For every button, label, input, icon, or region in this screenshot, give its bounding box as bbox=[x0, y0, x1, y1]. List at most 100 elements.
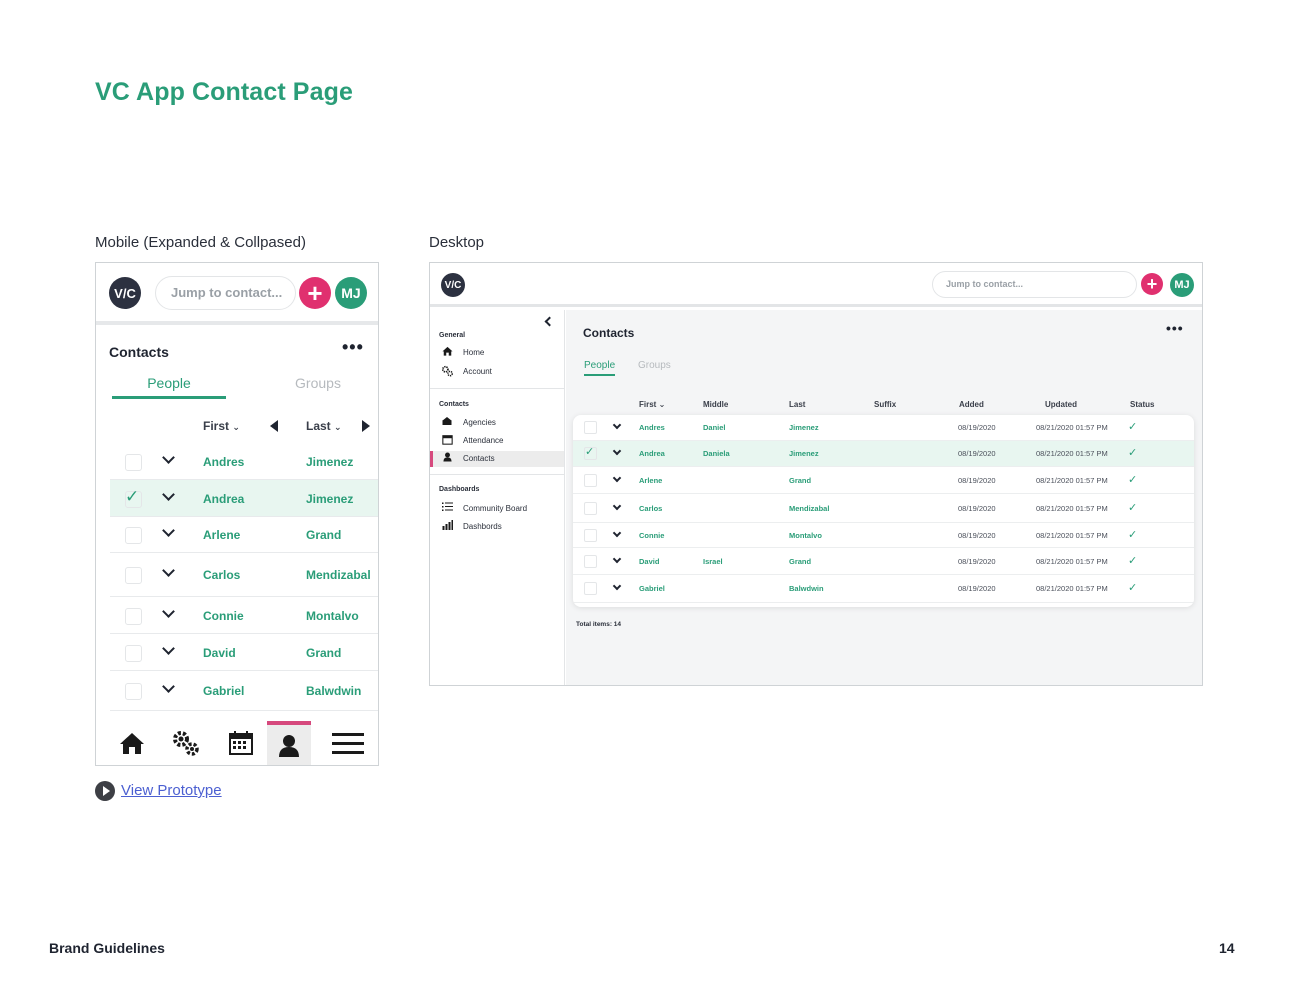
list-item[interactable]: Arlene Grand bbox=[110, 517, 378, 553]
row-checkbox[interactable]: ✓ bbox=[584, 446, 597, 460]
tab-groups[interactable]: Groups bbox=[295, 375, 341, 391]
scroll-right-icon[interactable] bbox=[362, 420, 370, 432]
table-row[interactable]: Gabriel Balwdwin 08/19/2020 08/21/2020 01:5… bbox=[573, 575, 1194, 603]
middle-name: Daniela bbox=[703, 449, 730, 458]
first-name: Andrea bbox=[639, 449, 665, 458]
list-item[interactable]: Carlos Mendizabal bbox=[110, 553, 378, 597]
chevron-down-icon[interactable] bbox=[612, 473, 622, 483]
more-options-icon[interactable]: ••• bbox=[342, 337, 364, 357]
gears-icon[interactable] bbox=[164, 723, 208, 763]
tab-groups[interactable]: Groups bbox=[638, 360, 671, 371]
collapse-sidebar-icon[interactable] bbox=[544, 316, 555, 327]
table-row[interactable]: ✓ Andrea Daniela Jimenez 08/19/2020 08/21/202… bbox=[573, 441, 1194, 467]
person-icon[interactable] bbox=[267, 721, 311, 765]
column-header-first[interactable]: First ⌄ bbox=[639, 400, 666, 409]
check-icon: ✓ bbox=[585, 446, 595, 458]
last-name: Mendizabal bbox=[306, 568, 371, 582]
chevron-down-icon[interactable] bbox=[162, 524, 175, 537]
table-row[interactable]: Andres Daniel Jimenez 08/19/2020 08/21/2020 … bbox=[573, 415, 1194, 441]
list-item[interactable]: Gabriel Balwdwin bbox=[110, 671, 378, 711]
row-checkbox[interactable] bbox=[584, 555, 597, 568]
chevron-down-icon[interactable] bbox=[612, 446, 622, 456]
updated-date: 08/21/2020 01:57 PM bbox=[1036, 584, 1108, 593]
sidebar-item-account[interactable]: Account bbox=[430, 364, 564, 380]
column-header-last[interactable]: Last ⌄ bbox=[306, 419, 342, 433]
first-name: Gabriel bbox=[639, 584, 665, 593]
calendar-icon[interactable] bbox=[219, 723, 263, 763]
more-options-icon[interactable]: ••• bbox=[1166, 320, 1184, 336]
first-name: Andres bbox=[639, 423, 665, 432]
desktop-top-bar: V/C Jump to contact... + MJ bbox=[430, 263, 1202, 307]
home-icon[interactable] bbox=[110, 723, 154, 763]
column-header-suffix[interactable]: Suffix bbox=[874, 400, 897, 409]
mobile-top-bar: V/C Jump to contact... + MJ bbox=[96, 263, 378, 325]
chevron-down-icon[interactable] bbox=[162, 642, 175, 655]
chevron-down-icon[interactable] bbox=[612, 528, 622, 538]
avatar[interactable]: MJ bbox=[335, 277, 367, 309]
status-check-icon: ✓ bbox=[1128, 582, 1138, 594]
sidebar-item-dashbords[interactable]: Dashbords bbox=[430, 519, 564, 535]
chevron-down-icon[interactable] bbox=[162, 488, 175, 501]
chevron-down-icon[interactable] bbox=[612, 501, 622, 511]
sidebar-item-attendance[interactable]: Attendance bbox=[430, 433, 564, 449]
column-header-status[interactable]: Status bbox=[1130, 400, 1155, 409]
search-input[interactable]: Jump to contact... bbox=[932, 271, 1137, 298]
list-item[interactable]: Connie Montalvo bbox=[110, 597, 378, 634]
row-checkbox[interactable] bbox=[125, 645, 142, 662]
chevron-down-icon[interactable] bbox=[612, 581, 622, 591]
last-name: Balwdwin bbox=[789, 584, 824, 593]
chevron-down-icon[interactable] bbox=[162, 564, 175, 577]
tab-people[interactable]: People bbox=[112, 375, 226, 399]
add-icon[interactable]: + bbox=[1141, 273, 1163, 295]
row-checkbox[interactable] bbox=[125, 608, 142, 625]
column-header-first[interactable]: First ⌄ bbox=[203, 419, 240, 433]
chevron-down-icon[interactable] bbox=[612, 554, 622, 564]
table-row[interactable]: Connie Montalvo 08/19/2020 08/21/2020 01:57… bbox=[573, 523, 1194, 548]
chevron-down-icon[interactable] bbox=[162, 451, 175, 464]
first-name: Andrea bbox=[203, 492, 245, 506]
mobile-contact-list: Andres Jimenez ✓ Andrea Jimenez Arlene Grand Ca… bbox=[110, 444, 378, 711]
last-name: Balwdwin bbox=[306, 684, 362, 698]
status-check-icon: ✓ bbox=[1128, 555, 1138, 567]
sidebar-item-agencies[interactable]: Agencies bbox=[430, 415, 564, 431]
row-checkbox[interactable] bbox=[584, 502, 597, 515]
view-prototype-link[interactable]: View Prototype bbox=[121, 782, 222, 799]
row-checkbox[interactable] bbox=[125, 527, 142, 544]
column-header-middle[interactable]: Middle bbox=[703, 400, 729, 409]
row-checkbox[interactable] bbox=[584, 421, 597, 434]
chevron-down-icon[interactable] bbox=[162, 605, 175, 618]
menu-icon[interactable] bbox=[326, 723, 370, 763]
row-checkbox[interactable] bbox=[125, 683, 142, 700]
table-row[interactable]: David Israel Grand 08/19/2020 08/21/2020 01:… bbox=[573, 548, 1194, 575]
row-checkbox[interactable] bbox=[584, 474, 597, 487]
list-item[interactable]: Andres Jimenez bbox=[110, 444, 378, 480]
tab-people[interactable]: People bbox=[584, 360, 616, 376]
sidebar-item-home[interactable]: Home bbox=[430, 345, 564, 361]
app-logo[interactable]: V/C bbox=[109, 277, 141, 309]
sidebar-item-community-board[interactable]: Community Board bbox=[430, 501, 564, 517]
list-item[interactable]: ✓ Andrea Jimenez bbox=[110, 480, 378, 517]
table-row[interactable]: Carlos Mendizabal 08/19/2020 08/21/2020 01:… bbox=[573, 494, 1194, 523]
chevron-down-icon[interactable] bbox=[162, 680, 175, 693]
updated-date: 08/21/2020 01:57 PM bbox=[1036, 423, 1108, 432]
add-icon[interactable]: + bbox=[299, 277, 331, 309]
table-row[interactable]: Arlene Grand 08/19/2020 08/21/2020 01:57 PM… bbox=[573, 467, 1194, 494]
play-icon[interactable] bbox=[95, 781, 115, 801]
column-header-updated[interactable]: Updated bbox=[1045, 400, 1077, 409]
sidebar-item-contacts[interactable]: Contacts bbox=[430, 451, 564, 467]
app-logo[interactable]: V/C bbox=[441, 273, 465, 297]
avatar[interactable]: MJ bbox=[1170, 273, 1194, 297]
added-date: 08/19/2020 bbox=[958, 557, 996, 566]
last-name: Grand bbox=[306, 646, 342, 660]
column-header-last[interactable]: Last bbox=[789, 400, 806, 409]
row-checkbox[interactable] bbox=[125, 454, 142, 471]
row-checkbox[interactable]: ✓ bbox=[125, 487, 142, 508]
row-checkbox[interactable] bbox=[584, 529, 597, 542]
scroll-left-icon[interactable] bbox=[270, 420, 278, 432]
row-checkbox[interactable] bbox=[584, 582, 597, 595]
search-input[interactable]: Jump to contact... bbox=[155, 276, 296, 310]
list-item[interactable]: David Grand bbox=[110, 634, 378, 671]
chevron-down-icon[interactable] bbox=[612, 420, 622, 430]
row-checkbox[interactable] bbox=[125, 567, 142, 584]
column-header-added[interactable]: Added bbox=[959, 400, 984, 409]
